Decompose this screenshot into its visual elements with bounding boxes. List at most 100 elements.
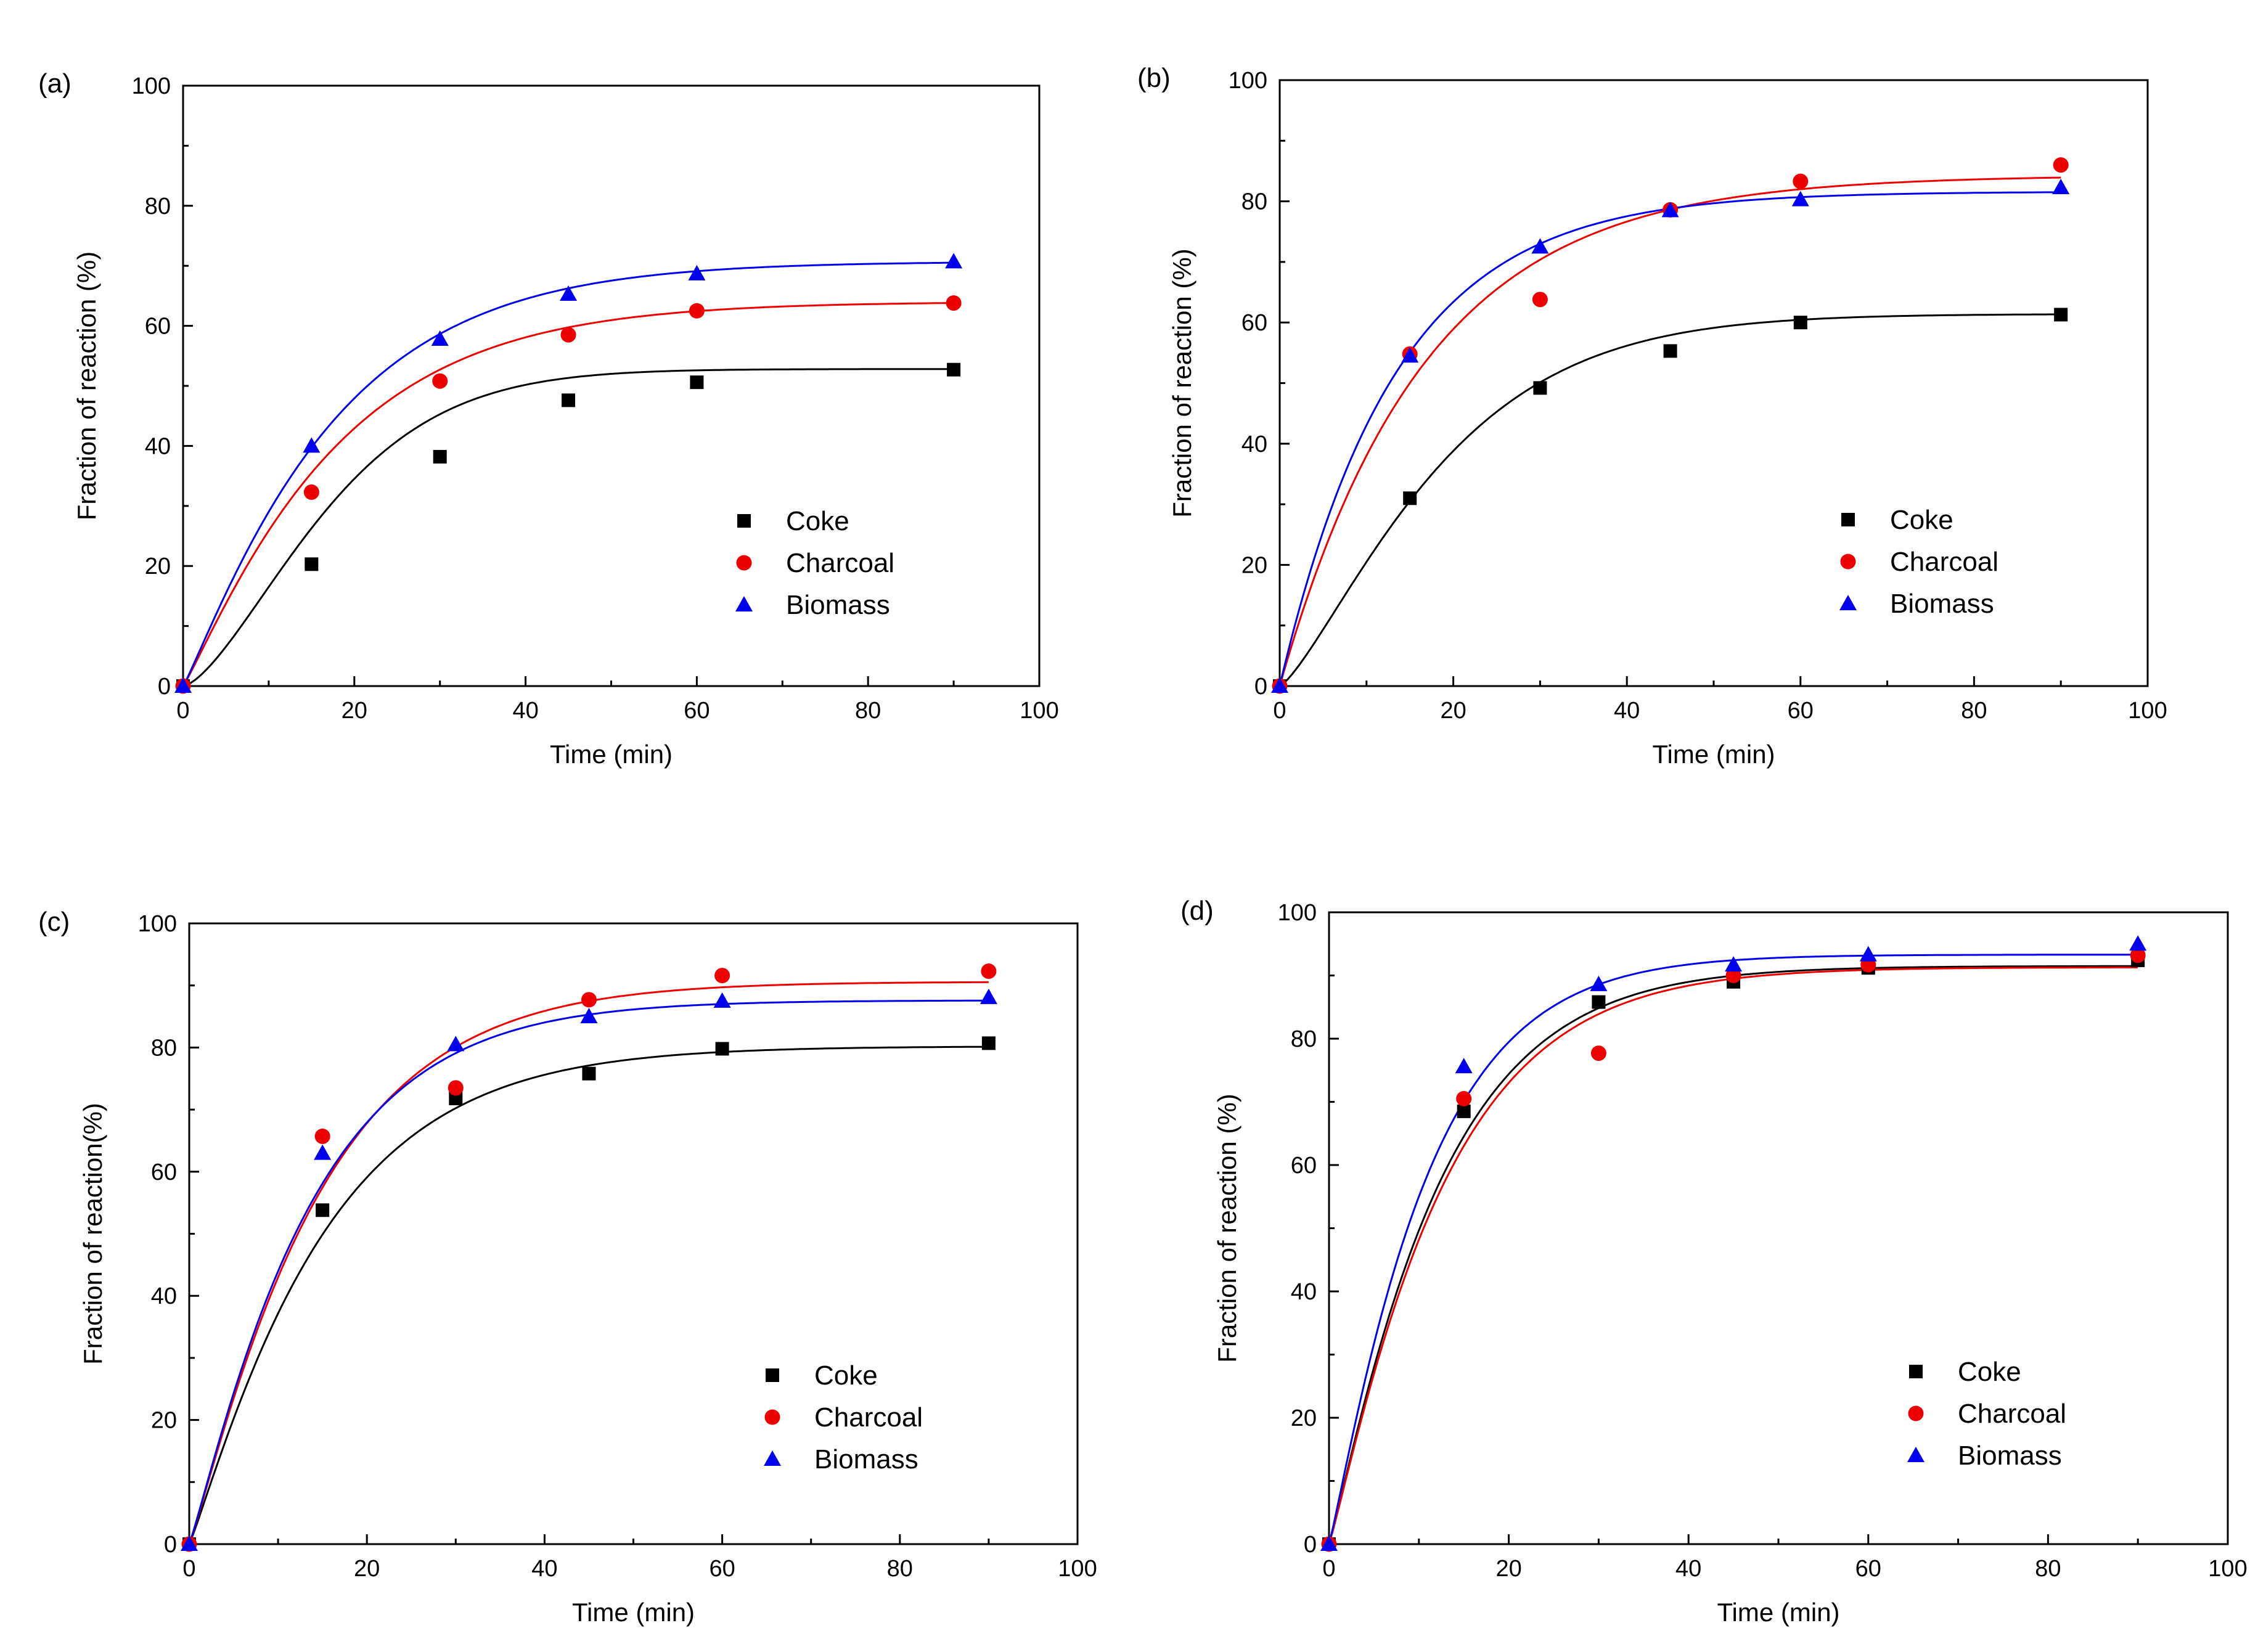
legend-label-biomass: Biomass bbox=[1890, 589, 1994, 619]
y-tick-label: 80 bbox=[151, 1035, 177, 1061]
data-point-biomass bbox=[1791, 190, 1809, 206]
x-tick-label: 20 bbox=[1440, 698, 1466, 724]
legend-marker-biomass bbox=[735, 596, 753, 611]
panel-a: (a) 0 20 40 60 80 100 0 20 40 60 80 100 Time (min) Fra… bbox=[38, 68, 1059, 769]
data-point-coke bbox=[433, 449, 447, 464]
data-point-biomass bbox=[2052, 178, 2070, 194]
data-point-coke bbox=[1793, 316, 1807, 330]
legend-marker-charcoal bbox=[1908, 1405, 1924, 1421]
fit-curve-coke bbox=[188, 1045, 989, 1545]
data-point-charcoal bbox=[1793, 173, 1809, 189]
data-point-coke bbox=[690, 375, 704, 390]
data-point-coke bbox=[981, 1036, 996, 1050]
x-tick-label: 100 bbox=[1058, 1556, 1097, 1582]
data-point-biomass bbox=[181, 1535, 198, 1551]
data-point-coke bbox=[1403, 491, 1417, 505]
data-point-charcoal bbox=[714, 968, 730, 984]
data-point-charcoal bbox=[1590, 1045, 1606, 1061]
data-point-biomass bbox=[447, 1036, 465, 1052]
legend-label-charcoal: Charcoal bbox=[814, 1402, 923, 1433]
data-point-charcoal bbox=[981, 963, 997, 979]
data-point-coke bbox=[562, 393, 576, 407]
legend-marker-coke bbox=[737, 514, 751, 528]
x-tick-label: 40 bbox=[1675, 1556, 1701, 1582]
data-point-coke bbox=[1663, 344, 1677, 358]
y-tick-label: 40 bbox=[151, 1283, 177, 1309]
data-point-biomass bbox=[2129, 935, 2147, 951]
data-point-coke bbox=[947, 362, 961, 377]
y-tick-label: 0 bbox=[1304, 1532, 1317, 1558]
y-tick-label: 40 bbox=[1291, 1279, 1317, 1305]
legend-marker-coke bbox=[766, 1368, 779, 1382]
y-tick-label: 80 bbox=[145, 194, 171, 219]
legend: Coke Charcoal Biomass bbox=[1839, 505, 1998, 619]
x-tick-label: 20 bbox=[1495, 1556, 1521, 1582]
x-tick-label: 80 bbox=[2035, 1556, 2061, 1582]
data-point-biomass bbox=[1531, 238, 1549, 254]
legend-label-charcoal: Charcoal bbox=[1958, 1399, 2066, 1429]
x-axis-title: Time (min) bbox=[1717, 1598, 1839, 1627]
plot-frame bbox=[1328, 911, 2229, 1545]
data-point-charcoal bbox=[581, 992, 597, 1008]
data-point-coke bbox=[1533, 381, 1547, 395]
legend-label-coke: Coke bbox=[1958, 1357, 2021, 1387]
legend-marker-charcoal bbox=[764, 1409, 780, 1425]
x-tick-label: 0 bbox=[1273, 698, 1286, 724]
data-point-biomass bbox=[174, 677, 192, 693]
legend-label-coke: Coke bbox=[1890, 505, 1953, 535]
y-tick-label: 100 bbox=[138, 911, 177, 937]
data-point-biomass bbox=[945, 253, 963, 269]
data-point-coke bbox=[582, 1066, 596, 1081]
data-point-coke bbox=[2054, 308, 2068, 322]
panel-b: (b) 0 20 40 60 80 100 0 20 40 60 80 100 Time (min) Fra… bbox=[1137, 63, 2167, 769]
data-point-charcoal bbox=[432, 373, 448, 389]
x-tick-label: 80 bbox=[855, 698, 881, 724]
data-point-biomass bbox=[560, 285, 578, 301]
data-point-biomass bbox=[688, 264, 706, 280]
legend-marker-charcoal bbox=[736, 555, 752, 571]
legend-label-charcoal: Charcoal bbox=[786, 548, 894, 578]
panel-label: (b) bbox=[1137, 63, 1171, 93]
legend: Coke Charcoal Biomass bbox=[735, 506, 894, 620]
data-point-charcoal bbox=[2053, 157, 2069, 173]
y-tick-label: 100 bbox=[132, 73, 171, 99]
y-tick-label: 60 bbox=[151, 1159, 177, 1185]
legend-label-charcoal: Charcoal bbox=[1890, 547, 1998, 577]
data-point-charcoal bbox=[1456, 1090, 1472, 1106]
data-point-biomass bbox=[314, 1144, 332, 1160]
data-point-biomass bbox=[1401, 347, 1419, 363]
data-point-coke bbox=[316, 1203, 330, 1217]
x-axis-title: Time (min) bbox=[550, 740, 673, 769]
data-point-biomass bbox=[1859, 946, 1877, 962]
data-point-biomass bbox=[1455, 1058, 1473, 1074]
data-point-coke bbox=[449, 1091, 463, 1105]
legend-marker-biomass bbox=[1907, 1447, 1924, 1462]
fit-curve-charcoal bbox=[182, 302, 954, 687]
y-tick-label: 0 bbox=[158, 674, 171, 700]
y-tick-label: 20 bbox=[145, 554, 171, 579]
y-axis-title: Fraction of reaction(%) bbox=[78, 1103, 107, 1365]
x-tick-label: 60 bbox=[684, 698, 710, 724]
legend-marker-coke bbox=[1841, 513, 1855, 526]
y-tick-label: 100 bbox=[1229, 68, 1267, 94]
x-tick-label: 60 bbox=[1788, 698, 1814, 724]
x-tick-label: 0 bbox=[182, 1556, 195, 1582]
y-axis-title: Fraction of reaction (%) bbox=[1168, 248, 1196, 518]
data-point-charcoal bbox=[946, 295, 962, 311]
legend-label-biomass: Biomass bbox=[1958, 1441, 2062, 1471]
legend-label-biomass: Biomass bbox=[786, 590, 890, 620]
y-tick-label: 40 bbox=[145, 433, 171, 459]
y-tick-label: 60 bbox=[1291, 1153, 1317, 1179]
x-tick-label: 40 bbox=[1614, 698, 1640, 724]
y-tick-label: 20 bbox=[151, 1408, 177, 1434]
panel-d: (d) 0 20 40 60 80 100 0 20 40 60 80 100 Time (min) Fra… bbox=[1180, 896, 2248, 1627]
y-axis-title: Fraction of reaction (%) bbox=[72, 251, 101, 521]
legend-label-coke: Coke bbox=[786, 506, 849, 536]
data-point-biomass bbox=[1725, 956, 1743, 972]
y-axis-title: Fraction of reaction (%) bbox=[1213, 1094, 1241, 1363]
y-tick-label: 20 bbox=[1241, 552, 1267, 578]
legend: Coke Charcoal Biomass bbox=[764, 1360, 923, 1474]
data-point-biomass bbox=[431, 330, 449, 346]
data-point-biomass bbox=[713, 992, 731, 1008]
y-tick-label: 60 bbox=[145, 314, 171, 340]
